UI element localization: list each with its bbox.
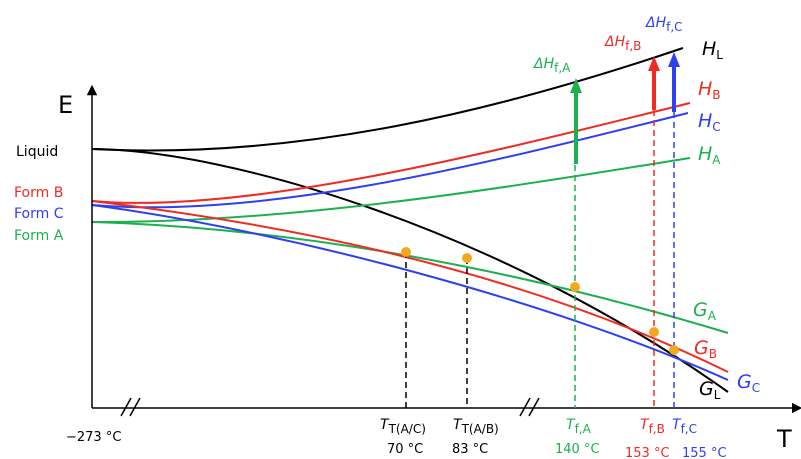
intersection-marker-fc bbox=[669, 345, 679, 355]
value-tt-ac: 70 °C bbox=[387, 442, 423, 457]
intersection-marker-ac bbox=[401, 247, 411, 257]
curve-label-hc: HC bbox=[698, 110, 721, 134]
label-tf-c: Tf,C bbox=[672, 417, 697, 436]
axis-break-left bbox=[120, 397, 141, 417]
curve-label-hl: HL bbox=[702, 38, 723, 62]
curve-h-form-b bbox=[91, 102, 691, 204]
state-label-form-b: Form B bbox=[14, 185, 63, 201]
value-tt-ab: 83 °C bbox=[452, 442, 488, 457]
intersection-marker-fa bbox=[570, 282, 580, 292]
y-axis-label: E bbox=[58, 91, 73, 119]
axis-break-right bbox=[519, 397, 540, 417]
curve-label-gc: GC bbox=[737, 371, 760, 395]
arrow-delta-h-f-c bbox=[668, 52, 680, 112]
origin-label: −273 °C bbox=[66, 430, 121, 445]
label-tt-ab: TT(A/B) bbox=[453, 417, 499, 436]
curve-label-gb: GB bbox=[694, 337, 717, 361]
curve-h-form-a bbox=[91, 157, 691, 224]
label-delta-h-f-a: ΔHf,A bbox=[533, 56, 571, 75]
curve-label-gl: GL bbox=[699, 378, 721, 402]
label-tt-ac: TT(A/C) bbox=[380, 417, 426, 436]
curve-label-hb: HB bbox=[698, 78, 721, 102]
arrow-delta-h-f-a bbox=[570, 78, 582, 164]
curve-h-form-c bbox=[91, 112, 689, 209]
curve-g-form-b bbox=[91, 200, 729, 373]
curve-label-ha: HA bbox=[698, 143, 721, 167]
x-axis-label: T bbox=[776, 425, 792, 453]
state-label-liquid: Liquid bbox=[16, 144, 58, 160]
value-tf-b: 153 °C bbox=[625, 446, 670, 459]
label-delta-h-f-c: ΔHf,C bbox=[645, 15, 683, 34]
curve-g-form-a bbox=[91, 221, 729, 334]
intersection-marker-fb bbox=[649, 327, 659, 337]
label-tf-b: Tf,B bbox=[640, 417, 665, 436]
arrow-delta-h-f-b bbox=[648, 56, 660, 110]
value-tf-c: 155 °C bbox=[682, 446, 727, 459]
curve-label-ga: GA bbox=[693, 299, 717, 323]
value-tf-a: 140 °C bbox=[555, 442, 600, 457]
curve-h-liquid bbox=[91, 47, 684, 152]
intersection-marker-ab bbox=[462, 253, 472, 263]
state-label-form-c: Form C bbox=[14, 206, 64, 222]
curve-g-form-c bbox=[91, 204, 729, 381]
label-delta-h-f-b: ΔHf,B bbox=[604, 34, 641, 53]
state-label-form-a: Form A bbox=[14, 228, 64, 244]
label-tf-a: Tf,A bbox=[566, 417, 592, 436]
